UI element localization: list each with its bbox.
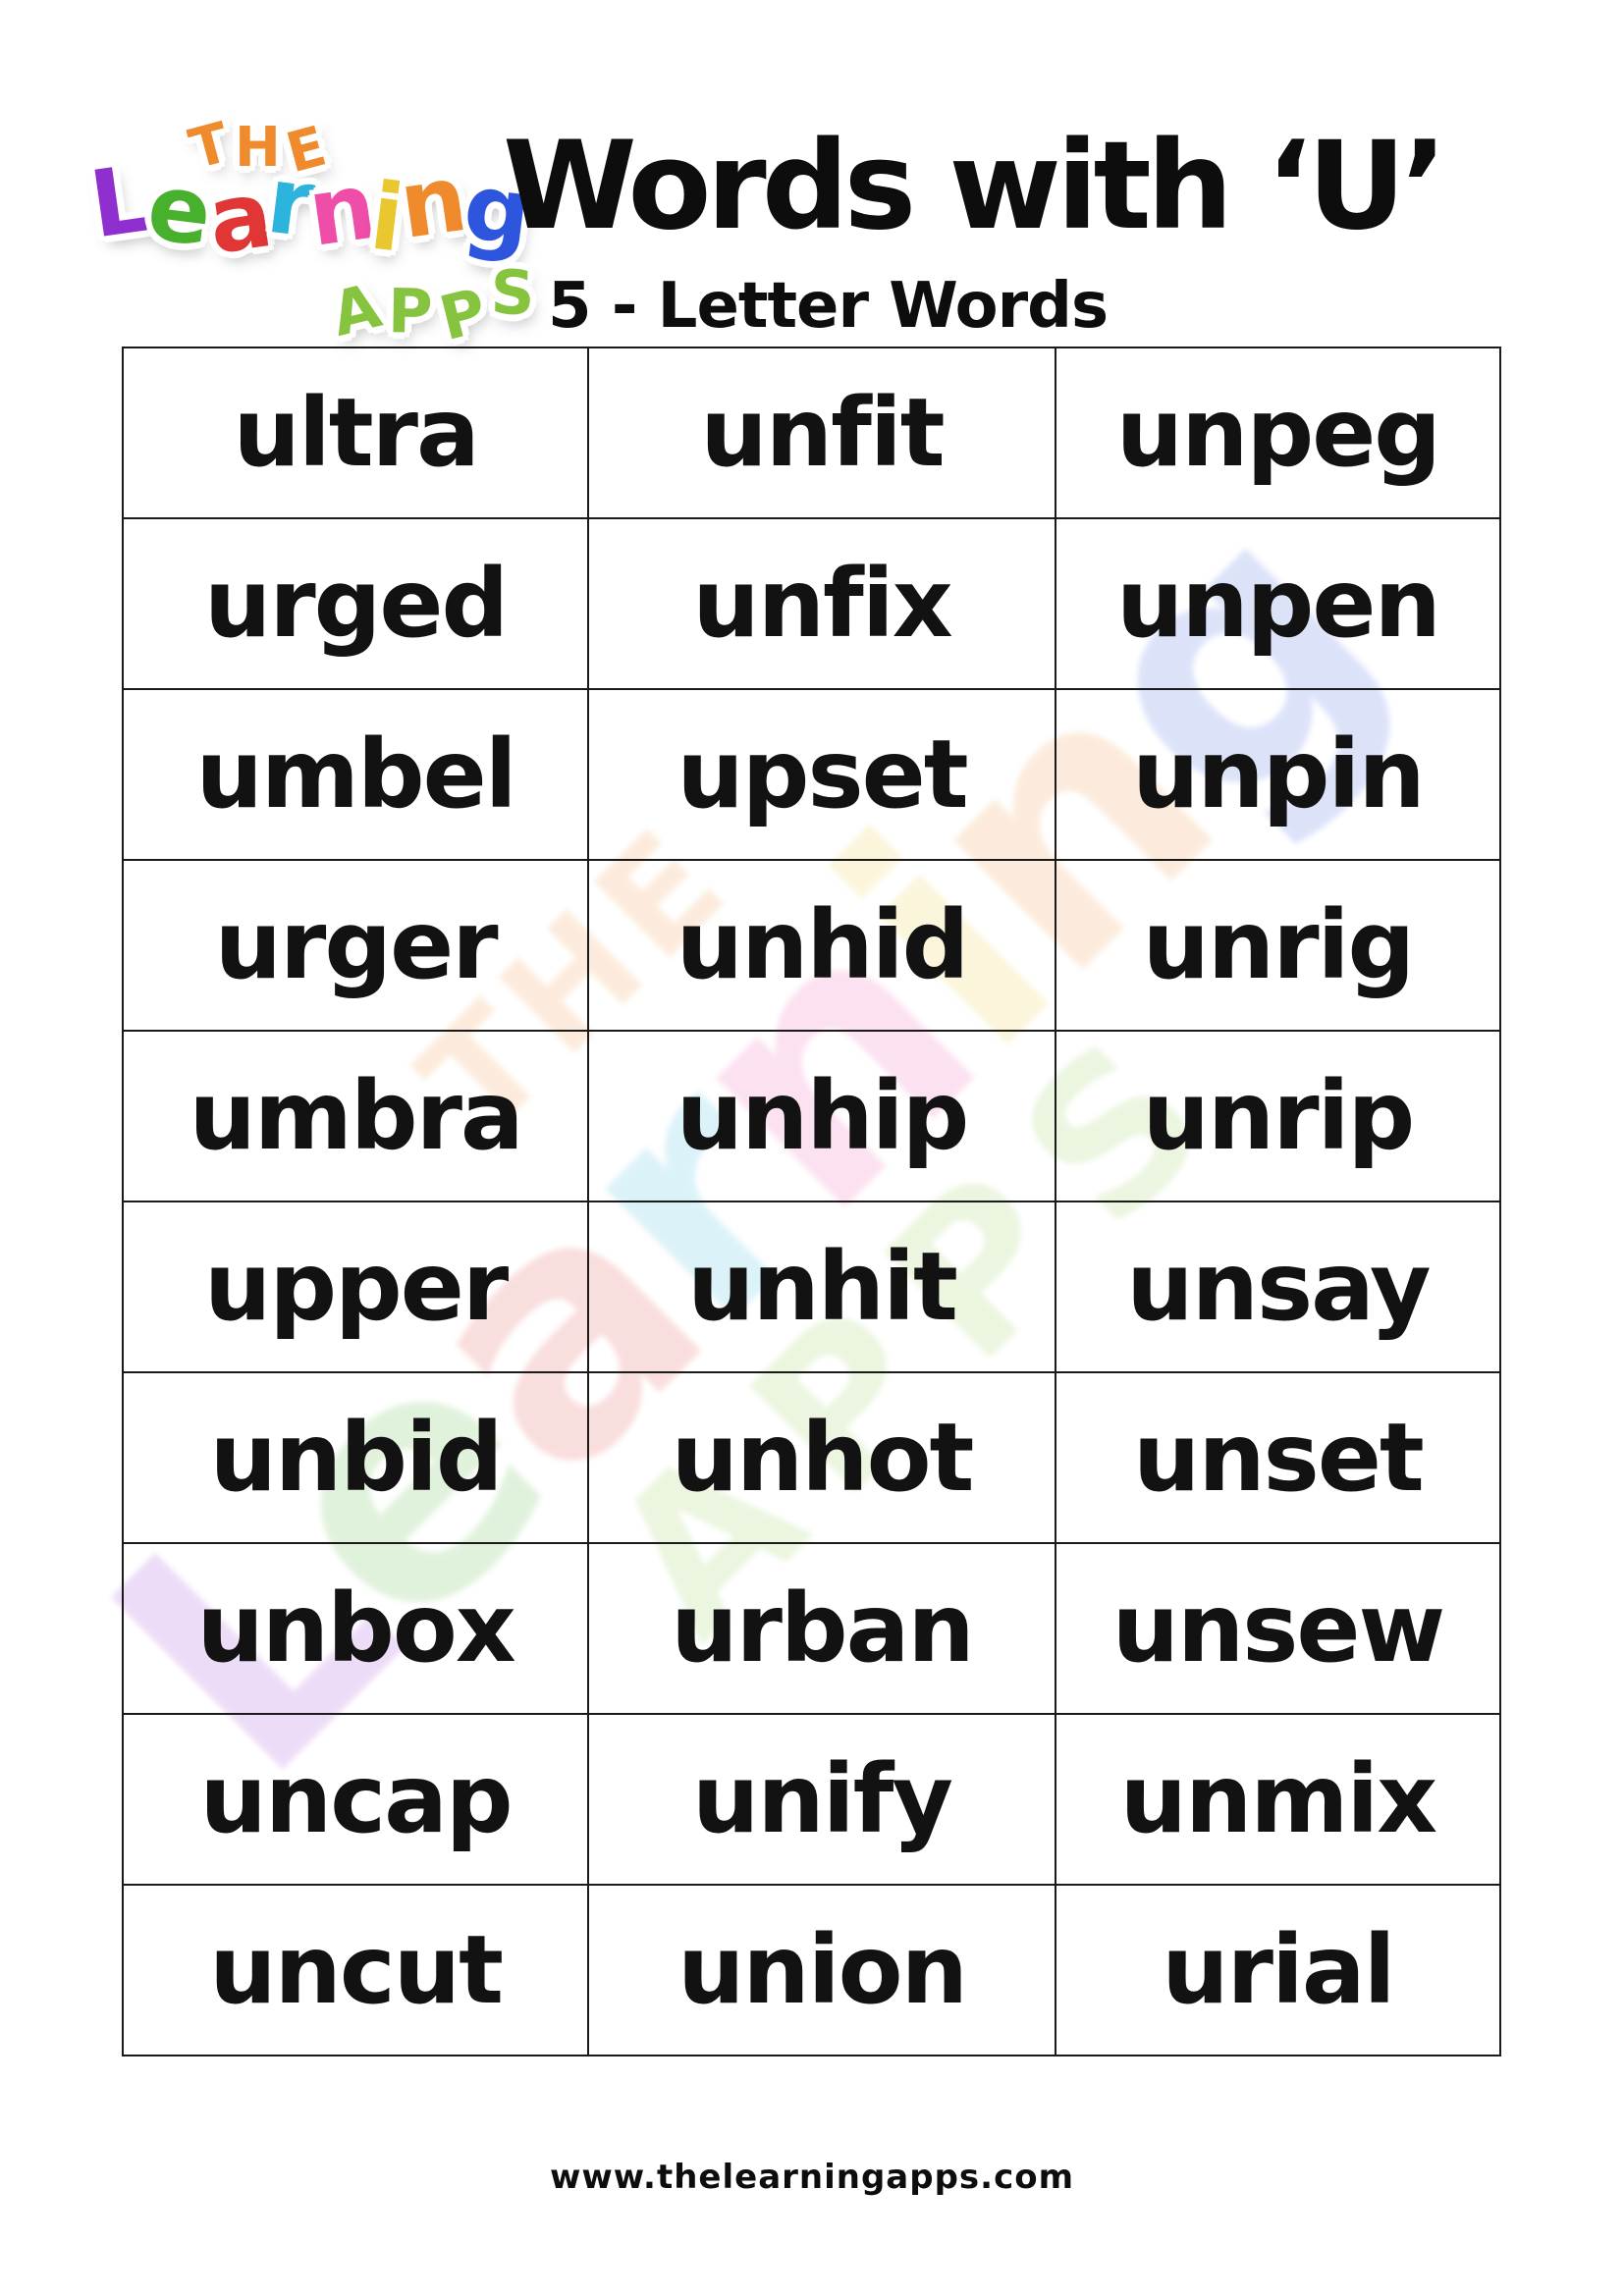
word-cell: unfix xyxy=(587,517,1056,690)
table-row: uncut union urial xyxy=(121,1884,1502,2056)
word-cell: urial xyxy=(1054,1884,1502,2056)
word-cell: unify xyxy=(587,1713,1056,1886)
logo-letter: n xyxy=(393,145,470,260)
table-row: unbid unhot unset xyxy=(121,1371,1502,1544)
word-cell: unmix xyxy=(1054,1713,1502,1886)
word-cell: urger xyxy=(121,859,590,1032)
word-cell: unpeg xyxy=(1054,347,1502,519)
word-cell: unrig xyxy=(1054,859,1502,1032)
learning-apps-logo: THE Learning APPS xyxy=(84,110,552,355)
word-cell: upset xyxy=(587,688,1056,861)
word-cell: union xyxy=(587,1884,1056,2056)
word-cell: unhot xyxy=(587,1371,1056,1544)
word-cell: unpen xyxy=(1054,517,1502,690)
word-cell: ultra xyxy=(121,347,590,519)
word-cell: unbox xyxy=(121,1542,590,1715)
table-row: umbel upset unpin xyxy=(121,688,1502,861)
word-cell: uncut xyxy=(121,1884,590,2056)
table-row: uncap unify unmix xyxy=(121,1713,1502,1886)
word-cell: unhid xyxy=(587,859,1056,1032)
word-cell: unhip xyxy=(587,1030,1056,1202)
page-title: Words with ‘U’ xyxy=(503,116,1447,257)
page-subtitle: 5 - Letter Words xyxy=(548,270,1109,343)
word-cell: unrip xyxy=(1054,1030,1502,1202)
word-table: ultra unfit unpeg urged unfix unpen umbel upset… xyxy=(121,347,1502,2056)
table-row: urger unhid unrig xyxy=(121,859,1502,1032)
word-cell: uncap xyxy=(121,1713,590,1886)
word-cell: unbid xyxy=(121,1371,590,1544)
table-row: upper unhit unsay xyxy=(121,1201,1502,1373)
footer-url: www.thelearningapps.com xyxy=(549,2158,1075,2197)
word-cell: upper xyxy=(121,1201,590,1373)
word-cell: unsay xyxy=(1054,1201,1502,1373)
word-cell: umbel xyxy=(121,688,590,861)
word-cell: urban xyxy=(587,1542,1056,1715)
table-row: ultra unfit unpeg xyxy=(121,347,1502,519)
table-row: umbra unhip unrip xyxy=(121,1030,1502,1202)
logo-letter: S xyxy=(489,256,542,330)
table-row: unbox urban unsew xyxy=(121,1542,1502,1715)
word-cell: unpin xyxy=(1054,688,1502,861)
table-row: urged unfix unpen xyxy=(121,517,1502,690)
logo-apps-text: APPS xyxy=(324,256,545,355)
word-cell: urged xyxy=(121,517,590,690)
word-cell: unhit xyxy=(587,1201,1056,1373)
word-table-body: ultra unfit unpeg urged unfix unpen umbel upset… xyxy=(121,347,1502,2056)
word-cell: unsew xyxy=(1054,1542,1502,1715)
logo-letter: A xyxy=(324,267,395,350)
word-cell: umbra xyxy=(121,1030,590,1202)
logo-learning-text: Learning xyxy=(84,145,534,275)
word-cell: unfit xyxy=(587,347,1056,519)
word-cell: unset xyxy=(1054,1371,1502,1544)
logo-letter: a xyxy=(201,161,276,276)
